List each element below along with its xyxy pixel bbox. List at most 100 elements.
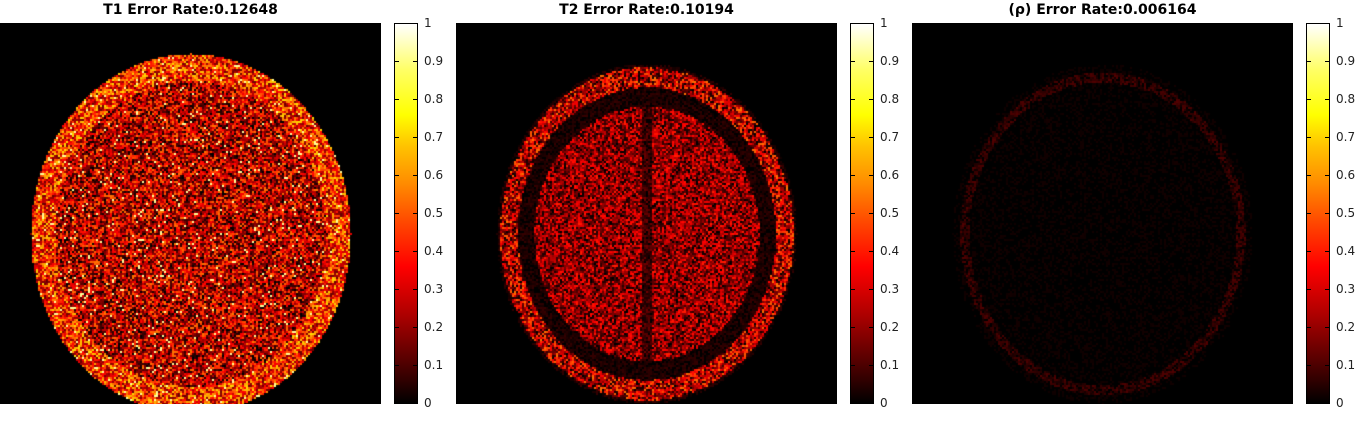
- colorbar-tick-label: 0.5: [424, 206, 444, 220]
- colorbar-tick: [1306, 61, 1311, 62]
- panel-title-t2: T2 Error Rate:0.10194: [559, 2, 734, 18]
- colorbar-tick: [869, 327, 874, 328]
- rho-error-map: [912, 23, 1293, 404]
- colorbar-tick: [869, 137, 874, 138]
- colorbar-tick: [1306, 289, 1311, 290]
- colorbar-tick: [413, 61, 418, 62]
- colorbar-tick-label: 0.1: [424, 358, 444, 372]
- colorbar-tick-label: 0.6: [424, 168, 444, 182]
- colorbar-tick: [413, 327, 418, 328]
- colorbar-tick: [1306, 403, 1311, 404]
- colorbar-tick: [869, 289, 874, 290]
- colorbar-tick: [1325, 23, 1330, 24]
- colorbar-tick-label: 0.4: [880, 244, 900, 258]
- colorbar-tick-label: 1: [1336, 16, 1344, 30]
- colorbar-tick-label: 0.8: [880, 92, 900, 106]
- colorbar-tick: [1306, 137, 1311, 138]
- panel-t2: T2 Error Rate:0.10194 0 0.1 0.2 0.3 0.4 0.5 0.…: [456, 0, 906, 428]
- colorbar-tick-label: 0: [424, 396, 432, 410]
- colorbar-tick-label: 1: [424, 16, 432, 30]
- colorbar-tick-label: 0.6: [1336, 168, 1356, 182]
- colorbar-tick: [413, 403, 418, 404]
- colorbar-tick: [1325, 251, 1330, 252]
- colorbar-tick-label: 1: [880, 16, 888, 30]
- panel-title-t1: T1 Error Rate:0.12648: [103, 2, 278, 18]
- colorbar-tick-label: 0.2: [1336, 320, 1356, 334]
- colorbar-tick-label: 0.9: [1336, 54, 1356, 68]
- colorbar-tick: [869, 365, 874, 366]
- colorbar-tick-label: 0.4: [1336, 244, 1356, 258]
- colorbar-tick: [413, 137, 418, 138]
- colorbar-tick: [850, 365, 855, 366]
- colorbar-tick-label: 0.7: [1336, 130, 1356, 144]
- colorbar-tick: [413, 365, 418, 366]
- panel-title-rho: (ρ) Error Rate:0.006164: [1008, 2, 1197, 18]
- colorbar-tick: [394, 175, 399, 176]
- colorbar-tick: [394, 365, 399, 366]
- colorbar-tick-label: 0.3: [880, 282, 900, 296]
- t2-error-map: [456, 23, 837, 404]
- colorbar-tick: [1325, 289, 1330, 290]
- colorbar-tick-label: 0.1: [880, 358, 900, 372]
- colorbar-tick: [394, 289, 399, 290]
- colorbar-tick: [394, 213, 399, 214]
- colorbar-tick: [1306, 175, 1311, 176]
- t1-error-map: [0, 23, 381, 404]
- colorbar-tick: [413, 99, 418, 100]
- colorbar-tick: [850, 251, 855, 252]
- colorbar-tick-label: 0: [880, 396, 888, 410]
- panel-t1: T1 Error Rate:0.12648 0 0.1 0.2 0.3 0.4 0.5 0.…: [0, 0, 450, 428]
- colorbar-tick: [1325, 403, 1330, 404]
- colorbar-tick: [413, 23, 418, 24]
- colorbar-tick-label: 0.8: [424, 92, 444, 106]
- panel-rho: (ρ) Error Rate:0.006164 0 0.1 0.2 0.3 0.4 0.5…: [912, 0, 1369, 428]
- colorbar-tick-label: 0.1: [1336, 358, 1356, 372]
- colorbar-tick: [869, 403, 874, 404]
- colorbar-tick: [850, 403, 855, 404]
- colorbar-tick: [394, 403, 399, 404]
- colorbar-tick: [850, 99, 855, 100]
- colorbar-tick: [413, 251, 418, 252]
- colorbar-tick-label: 0.5: [1336, 206, 1356, 220]
- colorbar-tick: [1325, 213, 1330, 214]
- colorbar-tick: [869, 99, 874, 100]
- colorbar-tick: [869, 175, 874, 176]
- colorbar-tick-label: 0.9: [880, 54, 900, 68]
- colorbar-tick-label: 0.3: [1336, 282, 1356, 296]
- colorbar-tick-label: 0.3: [424, 282, 444, 296]
- colorbar-tick: [1325, 61, 1330, 62]
- colorbar-tick: [413, 213, 418, 214]
- colorbar-tick: [1306, 213, 1311, 214]
- colorbar-tick: [413, 289, 418, 290]
- colorbar-tick: [413, 175, 418, 176]
- colorbar-tick: [869, 61, 874, 62]
- colorbar-tick-label: 0.8: [1336, 92, 1356, 106]
- colorbar-tick-label: 0.6: [880, 168, 900, 182]
- colorbar-tick: [1306, 251, 1311, 252]
- colorbar-tick: [1306, 99, 1311, 100]
- colorbar-tick-label: 0.7: [880, 130, 900, 144]
- colorbar-tick: [850, 213, 855, 214]
- colorbar-tick-label: 0.2: [880, 320, 900, 334]
- colorbar-tick: [394, 99, 399, 100]
- colorbar-tick: [850, 23, 855, 24]
- colorbar-tick: [869, 251, 874, 252]
- colorbar-tick: [1325, 137, 1330, 138]
- colorbar-tick-label: 0.7: [424, 130, 444, 144]
- colorbar-tick: [850, 137, 855, 138]
- colorbar-tick: [1325, 175, 1330, 176]
- colorbar-tick-label: 0.4: [424, 244, 444, 258]
- colorbar-tick: [869, 23, 874, 24]
- colorbar-tick: [1306, 327, 1311, 328]
- colorbar-tick: [850, 61, 855, 62]
- colorbar-tick-label: 0.9: [424, 54, 444, 68]
- colorbar-tick-label: 0.2: [424, 320, 444, 334]
- colorbar-tick: [394, 137, 399, 138]
- colorbar-tick: [1306, 365, 1311, 366]
- colorbar-tick: [1325, 99, 1330, 100]
- colorbar-tick: [394, 327, 399, 328]
- colorbar-tick-label: 0: [1336, 396, 1344, 410]
- colorbar-tick: [394, 251, 399, 252]
- colorbar-tick: [394, 23, 399, 24]
- colorbar-tick-label: 0.5: [880, 206, 900, 220]
